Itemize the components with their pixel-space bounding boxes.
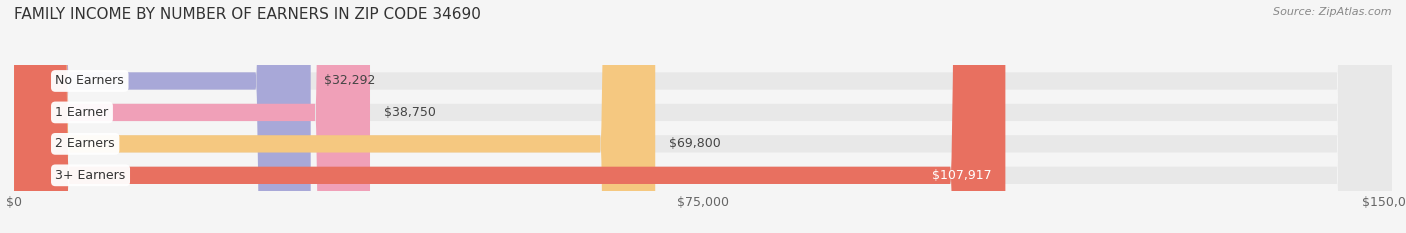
FancyBboxPatch shape: [14, 0, 311, 233]
Text: FAMILY INCOME BY NUMBER OF EARNERS IN ZIP CODE 34690: FAMILY INCOME BY NUMBER OF EARNERS IN ZI…: [14, 7, 481, 22]
FancyBboxPatch shape: [14, 0, 1392, 233]
FancyBboxPatch shape: [14, 0, 1392, 233]
FancyBboxPatch shape: [14, 0, 1005, 233]
FancyBboxPatch shape: [14, 0, 1392, 233]
Text: $69,800: $69,800: [669, 137, 721, 150]
Text: $38,750: $38,750: [384, 106, 436, 119]
Text: Source: ZipAtlas.com: Source: ZipAtlas.com: [1274, 7, 1392, 17]
Text: No Earners: No Earners: [55, 75, 124, 87]
Text: $107,917: $107,917: [932, 169, 991, 182]
Text: 2 Earners: 2 Earners: [55, 137, 115, 150]
FancyBboxPatch shape: [14, 0, 370, 233]
Text: 3+ Earners: 3+ Earners: [55, 169, 125, 182]
FancyBboxPatch shape: [14, 0, 1392, 233]
Text: 1 Earner: 1 Earner: [55, 106, 108, 119]
FancyBboxPatch shape: [14, 0, 655, 233]
Text: $32,292: $32,292: [325, 75, 375, 87]
